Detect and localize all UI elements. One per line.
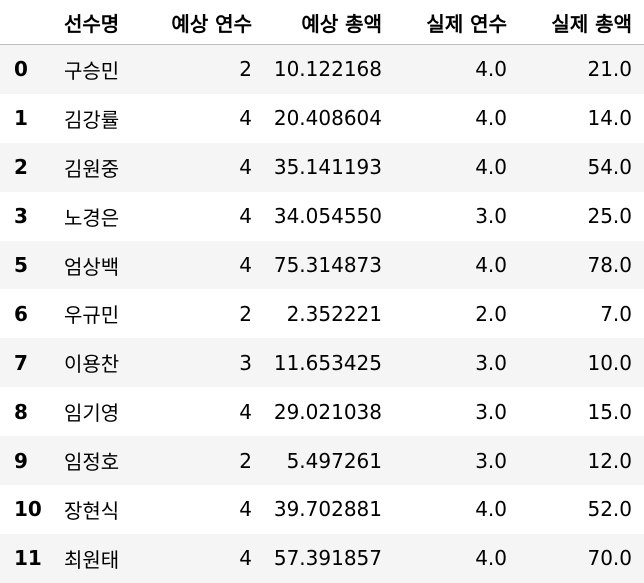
- cell-actual-years: 4.0: [475, 106, 507, 131]
- cell-expected-years: 2: [239, 448, 252, 473]
- cell-actual-total: 25.0: [587, 204, 632, 229]
- cell-actual-total: 10.0: [587, 350, 632, 375]
- cell-expected-total: 10.122168: [273, 57, 382, 82]
- cell-actual-years: 4.0: [475, 253, 507, 277]
- row-index: 9: [14, 448, 28, 473]
- cell-expected-total: 2.352221: [286, 301, 382, 326]
- table-row: 5 엄상백 4 75.314873 4.0 78.0: [0, 240, 644, 290]
- cell-actual-total: 21.0: [587, 57, 632, 82]
- index-header: [0, 0, 50, 45]
- cell-expected-years: 2: [239, 301, 252, 326]
- table-row: 11 최원태 4 57.391857 4.0 70.0: [0, 533, 644, 583]
- cell-expected-total: 35.141193: [273, 155, 382, 180]
- header-row: 선수명 예상 연수 예상 총액 실제 연수 실제 총액: [0, 0, 644, 45]
- cell-expected-total: 75.314873: [273, 253, 382, 277]
- table-row: 8 임기영 4 29.021038 3.0 15.0: [0, 387, 644, 436]
- table-row: 2 김원중 4 35.141193 4.0 54.0: [0, 142, 644, 192]
- row-index: 1: [14, 106, 28, 131]
- cell-actual-total: 7.0: [600, 301, 632, 326]
- cell-name: 장현식: [64, 498, 120, 523]
- row-index: 0: [14, 57, 28, 82]
- cell-name: 임기영: [64, 401, 120, 426]
- cell-actual-years: 4.0: [475, 57, 507, 82]
- cell-actual-total: 15.0: [587, 399, 632, 424]
- cell-expected-total: 39.702881: [273, 497, 382, 522]
- cell-expected-years: 3: [239, 350, 252, 375]
- cell-actual-years: 3.0: [475, 350, 507, 375]
- cell-actual-total: 12.0: [587, 448, 632, 473]
- column-header-name: 선수명: [50, 0, 138, 45]
- table-header: 선수명 예상 연수 예상 총액 실제 연수 실제 총액: [0, 0, 644, 45]
- cell-actual-total: 70.0: [587, 546, 632, 571]
- row-index: 8: [14, 399, 28, 424]
- cell-name: 최원태: [64, 547, 120, 572]
- cell-expected-total: 20.408604: [273, 106, 382, 131]
- cell-expected-total: 57.391857: [273, 546, 382, 571]
- cell-actual-years: 4.0: [475, 497, 507, 522]
- cell-expected-total: 5.497261: [286, 448, 382, 473]
- cell-actual-total: 52.0: [587, 497, 632, 522]
- cell-name: 김원중: [64, 156, 120, 181]
- cell-actual-years: 4.0: [475, 155, 507, 180]
- cell-actual-total: 54.0: [587, 155, 632, 180]
- table-row: 1 김강률 4 20.408604 4.0 14.0: [0, 94, 644, 143]
- cell-expected-years: 4: [239, 253, 252, 277]
- cell-expected-years: 4: [239, 155, 252, 180]
- cell-expected-total: 29.021038: [273, 399, 382, 424]
- table-row: 7 이용찬 3 11.653425 3.0 10.0: [0, 338, 644, 388]
- row-index: 3: [14, 204, 28, 229]
- table-row: 9 임정호 2 5.497261 3.0 12.0: [0, 436, 644, 486]
- cell-actual-years: 4.0: [475, 546, 507, 571]
- table-body: 0 구승민 2 10.122168 4.0 21.0 1 김강률 4 20.408604 4.0 14…: [0, 44, 644, 583]
- cell-actual-years: 2.0: [475, 301, 507, 326]
- row-index: 5: [14, 253, 28, 277]
- cell-expected-years: 4: [239, 546, 252, 571]
- column-header-expected-total: 예상 총액: [264, 0, 394, 45]
- cell-expected-years: 4: [239, 399, 252, 424]
- row-index: 10: [14, 497, 42, 522]
- cell-name: 엄상백: [64, 254, 120, 279]
- cell-name: 구승민: [64, 58, 120, 83]
- cell-expected-years: 4: [239, 106, 252, 131]
- table-row: 3 노경은 4 34.054550 3.0 25.0: [0, 192, 644, 241]
- cell-expected-years: 4: [239, 497, 252, 522]
- row-index: 7: [14, 350, 28, 375]
- cell-expected-total: 34.054550: [273, 204, 382, 229]
- cell-name: 이용찬: [64, 352, 120, 377]
- table-row: 10 장현식 4 39.702881 4.0 52.0: [0, 485, 644, 534]
- cell-name: 김강률: [64, 107, 120, 132]
- cell-actual-years: 3.0: [475, 399, 507, 424]
- column-header-actual-total: 실제 총액: [519, 0, 644, 45]
- cell-expected-total: 11.653425: [273, 350, 382, 375]
- cell-actual-years: 3.0: [475, 448, 507, 473]
- row-index: 11: [14, 546, 42, 571]
- table-row: 6 우규민 2 2.352221 2.0 7.0: [0, 289, 644, 338]
- cell-actual-total: 78.0: [587, 253, 632, 277]
- table-row: 0 구승민 2 10.122168 4.0 21.0: [0, 44, 644, 94]
- cell-name: 우규민: [64, 303, 120, 328]
- column-header-actual-years: 실제 연수: [394, 0, 519, 45]
- cell-expected-years: 4: [239, 204, 252, 229]
- cell-actual-years: 3.0: [475, 204, 507, 229]
- column-header-expected-years: 예상 연수: [138, 0, 264, 45]
- cell-name: 임정호: [64, 450, 120, 475]
- cell-actual-total: 14.0: [587, 106, 632, 131]
- row-index: 6: [14, 301, 28, 326]
- cell-name: 노경은: [64, 205, 120, 230]
- row-index: 2: [14, 155, 28, 180]
- cell-expected-years: 2: [239, 57, 252, 82]
